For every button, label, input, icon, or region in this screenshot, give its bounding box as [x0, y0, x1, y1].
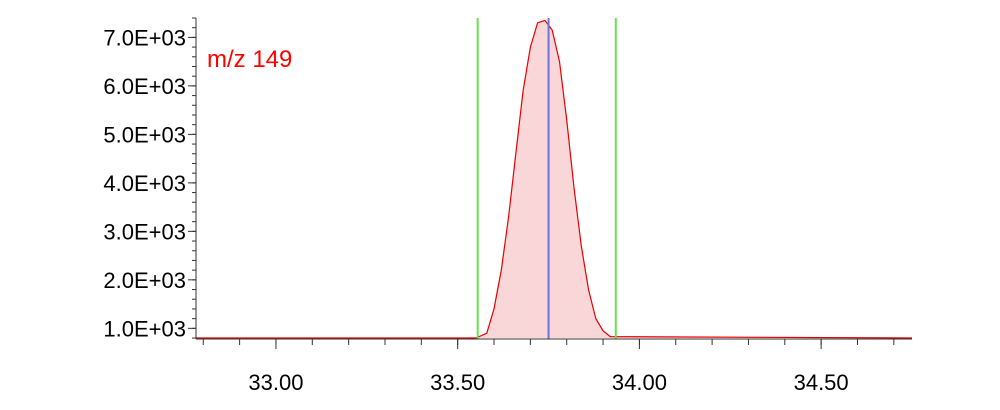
- y-axis: 1.0E+03 2.0E+03 3.0E+03 4.0E+03 5.0E+03 6.0E+…: [103, 17, 197, 341]
- peak-area: [196, 20, 912, 339]
- y-tick-label: 3.0E+03: [103, 219, 186, 244]
- y-tick-label: 6.0E+03: [103, 74, 186, 99]
- x-tick-label: 34.50: [794, 370, 849, 395]
- mz-annotation: m/z 149: [207, 46, 292, 73]
- y-tick-label: 1.0E+03: [103, 316, 186, 341]
- trace-line: [196, 19, 913, 339]
- x-tick-label: 33.50: [430, 370, 485, 395]
- y-tick-label: 7.0E+03: [103, 25, 186, 50]
- x-tick-label: 34.00: [612, 370, 667, 395]
- x-axis: 33.00 33.50 34.00 34.50: [196, 338, 912, 395]
- plot-area: [196, 18, 913, 339]
- y-tick-label: 2.0E+03: [103, 268, 186, 293]
- x-tick-label: 33.00: [248, 370, 303, 395]
- y-tick-label: 5.0E+03: [103, 122, 186, 147]
- y-tick-label: 4.0E+03: [103, 171, 186, 196]
